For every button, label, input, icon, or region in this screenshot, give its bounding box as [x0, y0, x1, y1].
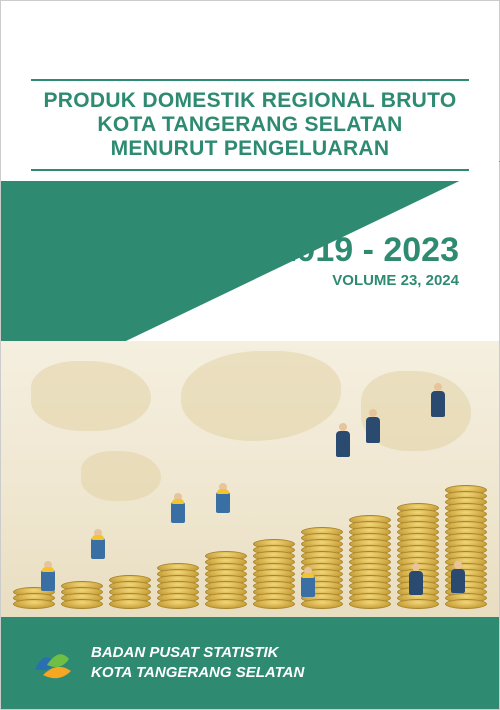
publisher-line-1: BADAN PUSAT STATISTIK	[91, 643, 304, 663]
title-line-2: KOTA TANGERANG SELATAN	[97, 113, 402, 136]
coin-icon	[397, 599, 439, 609]
business-figurine-icon	[366, 417, 380, 443]
title-line-1: PRODUK DOMESTIK REGIONAL BRUTO	[43, 89, 456, 112]
document-title: PRODUK DOMESTIK REGIONAL BRUTO KOTA TANG…	[31, 89, 469, 161]
coin-stack	[253, 543, 295, 609]
publisher-footer: BADAN PUSAT STATISTIK KOTA TANGERANG SEL…	[1, 617, 499, 709]
publisher-line-2: KOTA TANGERANG SELATAN	[91, 663, 304, 683]
coin-icon	[349, 599, 391, 609]
coin-stacks	[1, 401, 499, 621]
business-figurine-icon	[451, 569, 465, 593]
coin-icon	[205, 599, 247, 609]
coin-icon	[301, 599, 343, 609]
title-line-3: MENURUT PENGELUARAN	[111, 137, 390, 160]
coin-icon	[109, 599, 151, 609]
coin-icon	[13, 599, 55, 609]
document-title-block: PRODUK DOMESTIK REGIONAL BRUTO KOTA TANG…	[31, 79, 469, 171]
worker-figurine-icon	[91, 537, 105, 559]
year-volume-block: 2019 - 2023 VOLUME 23, 2024	[278, 231, 460, 289]
business-figurine-icon	[409, 571, 423, 595]
title-rule-top	[31, 79, 469, 81]
worker-figurine-icon	[171, 501, 185, 523]
coin-icon	[445, 599, 487, 609]
coin-icon	[253, 599, 295, 609]
business-figurine-icon	[336, 431, 350, 457]
worker-figurine-icon	[216, 491, 230, 513]
volume-label: VOLUME 23, 2024	[278, 272, 460, 289]
coin-stack	[205, 555, 247, 609]
coin-stack	[61, 585, 103, 609]
worker-figurine-icon	[41, 569, 55, 591]
coin-stack	[157, 567, 199, 609]
coin-stack	[349, 519, 391, 609]
business-figurine-icon	[431, 391, 445, 417]
coin-icon	[157, 599, 199, 609]
year-range: 2019 - 2023	[278, 231, 460, 270]
coin-stack	[13, 591, 55, 609]
worker-figurine-icon	[301, 575, 315, 597]
coin-stack	[109, 579, 151, 609]
bps-logo-icon	[29, 639, 77, 687]
coin-icon	[61, 599, 103, 609]
cover-illustration	[1, 341, 499, 621]
title-rule-bottom	[31, 169, 469, 171]
